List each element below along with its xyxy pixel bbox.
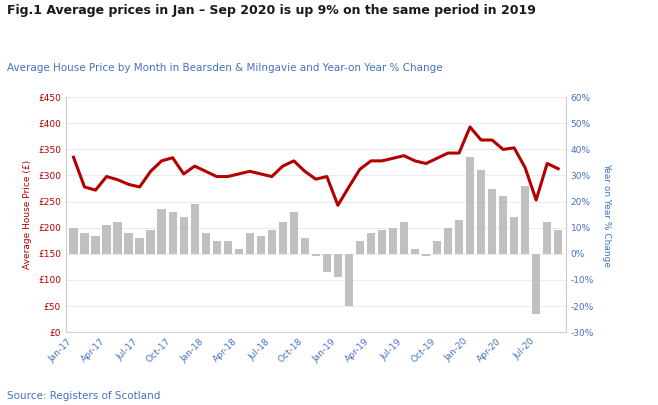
- Bar: [124, 233, 133, 254]
- Bar: [147, 230, 155, 254]
- Bar: [80, 233, 89, 254]
- Bar: [422, 254, 430, 256]
- Bar: [235, 249, 243, 254]
- Bar: [367, 233, 375, 254]
- Bar: [213, 241, 221, 254]
- Bar: [245, 233, 254, 254]
- Text: Average House Price by Month in Bearsden & Milngavie and Year-on Year % Change: Average House Price by Month in Bearsden…: [7, 63, 442, 73]
- Bar: [499, 196, 507, 254]
- Bar: [510, 217, 519, 254]
- Y-axis label: Year on Year % Change: Year on Year % Change: [602, 163, 611, 266]
- Bar: [157, 209, 166, 254]
- Text: Fig.1 Average prices in Jan – Sep 2020 is up 9% on the same period in 2019: Fig.1 Average prices in Jan – Sep 2020 i…: [7, 4, 536, 17]
- Bar: [113, 222, 122, 254]
- Bar: [301, 238, 309, 254]
- Bar: [201, 233, 210, 254]
- Bar: [168, 212, 177, 254]
- Bar: [389, 228, 397, 254]
- Bar: [91, 236, 99, 254]
- Bar: [103, 225, 111, 254]
- Bar: [180, 217, 188, 254]
- Bar: [532, 254, 540, 314]
- Bar: [554, 230, 563, 254]
- Bar: [466, 157, 474, 254]
- Bar: [322, 254, 331, 272]
- Bar: [433, 241, 441, 254]
- Y-axis label: Average House Price (£): Average House Price (£): [24, 160, 32, 269]
- Bar: [268, 230, 276, 254]
- Bar: [345, 254, 353, 306]
- Bar: [444, 228, 452, 254]
- Bar: [136, 238, 143, 254]
- Bar: [279, 222, 287, 254]
- Bar: [356, 241, 364, 254]
- Bar: [543, 222, 551, 254]
- Bar: [334, 254, 342, 277]
- Bar: [400, 222, 408, 254]
- Bar: [290, 212, 298, 254]
- Bar: [69, 228, 78, 254]
- Bar: [488, 189, 496, 254]
- Bar: [411, 249, 419, 254]
- Bar: [455, 220, 463, 254]
- Bar: [477, 170, 485, 254]
- Bar: [191, 204, 199, 254]
- Text: Source: Registers of Scotland: Source: Registers of Scotland: [7, 391, 160, 401]
- Bar: [257, 236, 265, 254]
- Bar: [312, 254, 320, 256]
- Bar: [521, 186, 529, 254]
- Bar: [378, 230, 386, 254]
- Bar: [224, 241, 232, 254]
